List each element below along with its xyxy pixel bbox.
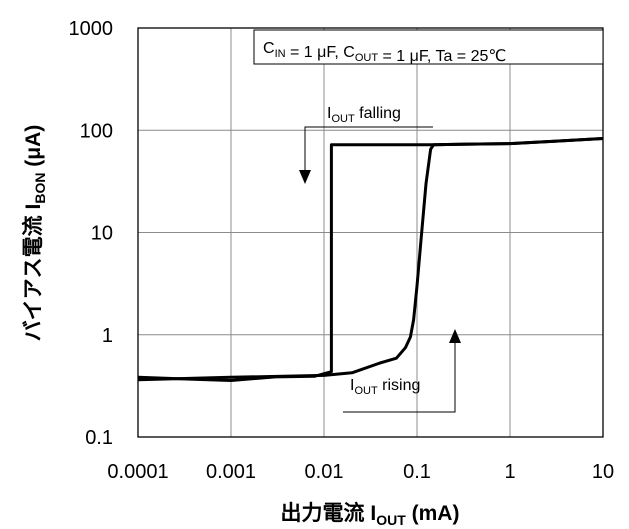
x-axis-title: 出力電流 IOUT (mA) <box>281 501 460 528</box>
conditions-box: CIN = 1 μF, COUT = 1 μF, Ta = 25℃ <box>253 29 604 65</box>
annotation-falling: IOUT falling <box>299 105 433 184</box>
y-tick-label: 100 <box>80 120 113 142</box>
x-tick-label: 10 <box>592 461 614 483</box>
series-line-1 <box>137 137 604 382</box>
x-tick-label: 0.01 <box>305 461 344 483</box>
plot-frame <box>137 27 604 438</box>
y-tick-label: 0.1 <box>85 427 113 449</box>
y-tick-label: 1 <box>102 325 113 347</box>
x-tick-label: 0.001 <box>206 461 256 483</box>
annotation-falling-label: IOUT falling <box>327 105 401 125</box>
x-tick-label: 1 <box>504 461 515 483</box>
y-axis-title: バイアス電流 IBON (μA) <box>21 125 48 342</box>
y-tick-label: 10 <box>91 223 113 245</box>
annotation-rising: IOUT rising <box>343 329 461 413</box>
arrow-up-icon <box>449 329 461 343</box>
y-tick-labels: 0.1 1 10 100 1000 <box>69 18 114 449</box>
series-layer <box>137 137 604 382</box>
conditions-label: CIN = 1 μF, COUT = 1 μF, Ta = 25℃ <box>263 40 506 65</box>
series-line-2 <box>137 137 604 382</box>
y-tick-label: 1000 <box>69 18 114 40</box>
x-tick-label: 0.0001 <box>107 461 168 483</box>
arrow-down-icon <box>299 170 311 184</box>
grid <box>138 28 603 437</box>
x-tick-labels: 0.0001 0.001 0.01 0.1 1 10 <box>107 461 614 483</box>
annotation-rising-label: IOUT rising <box>350 377 420 397</box>
x-tick-label: 0.1 <box>403 461 431 483</box>
